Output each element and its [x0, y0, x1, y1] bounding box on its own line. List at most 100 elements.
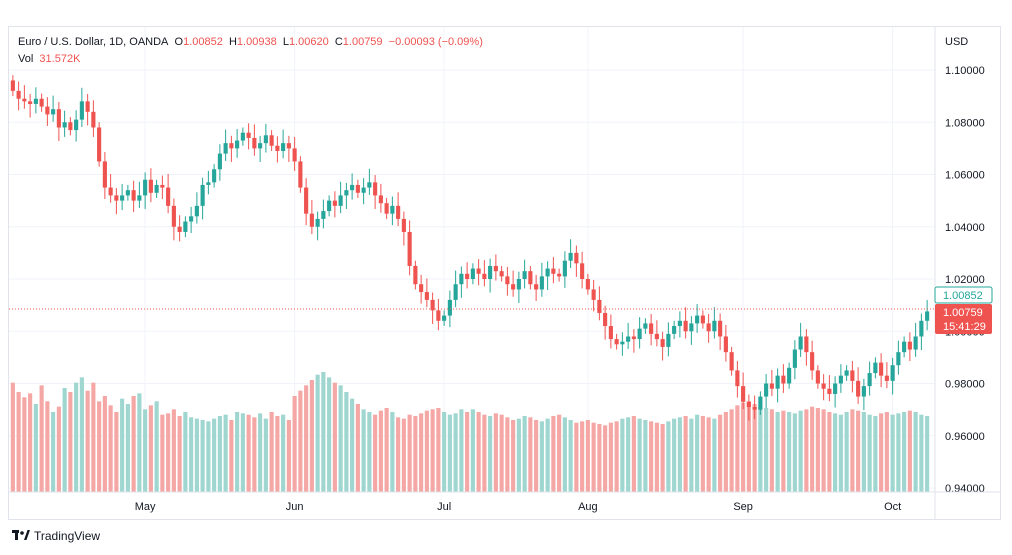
- candle-body: [160, 184, 165, 188]
- price-chart[interactable]: 1.100001.080001.060001.040001.020001.000…: [0, 0, 1012, 522]
- candle-body: [413, 265, 418, 285]
- candle-body: [281, 143, 286, 151]
- candle-body: [511, 284, 516, 290]
- volume-bar: [511, 420, 516, 492]
- candle-body: [240, 132, 245, 141]
- volume-bar: [913, 412, 918, 492]
- volume-bar: [712, 418, 717, 492]
- candle-body: [344, 190, 349, 196]
- volume-bar: [528, 417, 533, 492]
- prev-close-badge: [934, 286, 993, 304]
- candle-body: [551, 268, 556, 274]
- volume-bar: [269, 412, 274, 492]
- volume-bar: [200, 420, 205, 492]
- candle-body: [194, 205, 199, 217]
- volume-bar: [459, 409, 464, 492]
- candle-body: [499, 271, 504, 277]
- brand-name[interactable]: TradingView: [34, 529, 101, 543]
- volume-bar: [729, 409, 734, 492]
- volume-bar: [189, 417, 194, 492]
- candle-body: [91, 111, 96, 128]
- volume-bar: [361, 409, 366, 492]
- volume-bar: [735, 405, 740, 492]
- tradingview-logo-icon[interactable]: [12, 530, 30, 542]
- volume-bar: [608, 422, 613, 492]
- volume-bar: [539, 421, 544, 492]
- volume-bar: [413, 416, 418, 492]
- candle-body: [792, 349, 797, 368]
- candle-body: [131, 190, 136, 201]
- candle-body: [896, 352, 901, 366]
- candle-body: [626, 336, 631, 342]
- volume-bar: [470, 409, 475, 492]
- candle-body: [298, 161, 303, 188]
- volume-bar: [39, 385, 44, 492]
- volume-bar: [309, 380, 314, 492]
- volume-bar: [292, 396, 297, 492]
- candle-body: [436, 310, 441, 321]
- volume-bar: [160, 414, 165, 492]
- candle-body: [723, 336, 728, 353]
- volume-bar: [844, 412, 849, 492]
- candle-body: [660, 339, 665, 347]
- candle-body: [700, 315, 705, 324]
- candle-body: [746, 401, 751, 408]
- currency-label: USD: [945, 36, 968, 48]
- price-axis-ticks: 1.100001.080001.060001.040001.020001.000…: [945, 65, 985, 495]
- volume-bar: [10, 382, 15, 492]
- candle-body: [769, 383, 774, 389]
- candle-body: [252, 137, 257, 149]
- candle-body: [666, 333, 671, 347]
- chart-frame: [8, 26, 1001, 520]
- candle-body: [33, 98, 38, 104]
- volume-bar: [315, 374, 320, 492]
- candle-body: [430, 299, 435, 311]
- y-tick-label: 1.02000: [945, 274, 985, 286]
- volume-bar: [281, 414, 286, 492]
- volume-bar: [815, 408, 820, 492]
- volume-bar: [206, 421, 211, 492]
- candle-body: [677, 320, 682, 327]
- candle-body: [925, 311, 930, 321]
- volume-bar: [718, 414, 723, 492]
- volume-bar: [585, 420, 590, 492]
- x-tick-label: Jun: [286, 501, 304, 513]
- high-value: 1.00938: [236, 36, 277, 48]
- y-tick-label: 0.98000: [945, 379, 985, 391]
- open-label: O: [174, 36, 184, 48]
- high-label: H: [228, 36, 237, 48]
- candle-body: [355, 184, 360, 193]
- candle-body: [114, 195, 119, 201]
- volume-bar: [442, 412, 447, 492]
- volume-bar: [516, 418, 521, 492]
- candle-body: [557, 273, 562, 277]
- candle-body: [85, 101, 90, 112]
- volume-bar: [764, 408, 769, 492]
- symbol-title[interactable]: Euro / U.S. Dollar, 1D, OANDA: [18, 36, 169, 48]
- candle-body: [574, 252, 579, 264]
- candle-body: [223, 143, 228, 154]
- candle-body: [367, 182, 372, 188]
- volume-bar: [154, 401, 159, 492]
- candle-body: [890, 365, 895, 381]
- volume-bar: [879, 413, 884, 492]
- candle-body: [683, 320, 688, 332]
- candle-body: [810, 352, 815, 371]
- volume-bar: [298, 390, 303, 492]
- candle-body: [447, 299, 452, 316]
- volume-bar: [246, 414, 251, 492]
- candle-body: [470, 268, 475, 279]
- volume-bar: [131, 396, 136, 492]
- volume-bar: [344, 392, 349, 492]
- candle-body: [183, 221, 188, 232]
- candle-body: [879, 362, 884, 376]
- volume-bar: [465, 412, 470, 492]
- volume-bar: [798, 410, 803, 492]
- candle-body: [465, 273, 470, 279]
- candle-body: [51, 109, 56, 115]
- volume-bar: [33, 404, 38, 492]
- volume-bar: [925, 416, 930, 492]
- volume-bar: [56, 406, 61, 492]
- candle-body: [120, 195, 125, 201]
- x-tick-label: Sep: [733, 501, 753, 513]
